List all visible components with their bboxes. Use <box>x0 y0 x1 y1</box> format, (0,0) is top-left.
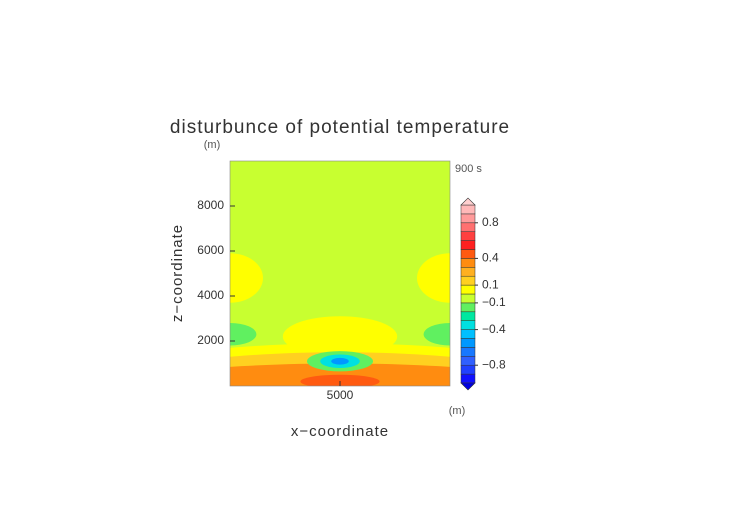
y-tick-label: 6000 <box>197 243 224 257</box>
colorbar-segment <box>460 311 476 321</box>
y-tick-label: 2000 <box>197 333 224 347</box>
colorbar-segment <box>460 204 476 215</box>
y-tick-label: 8000 <box>197 198 224 212</box>
colorbar-tick-label: 0.8 <box>482 215 499 229</box>
colorbar-segment <box>460 222 476 232</box>
colorbar-tick-label: −0.8 <box>482 357 506 371</box>
contour-region <box>417 253 450 303</box>
colorbar-segment <box>460 258 476 268</box>
colorbar-under <box>460 382 476 391</box>
colorbar-segment <box>460 267 476 277</box>
colorbar-segment <box>460 338 476 348</box>
contour-region <box>230 253 263 303</box>
colorbar-segment <box>460 373 476 384</box>
colorbar-segment <box>460 329 476 339</box>
x-tick-label: 5000 <box>327 388 354 402</box>
y-unit: (m) <box>204 139 221 151</box>
colorbar-segment <box>460 231 476 241</box>
colorbar-segment <box>460 249 476 259</box>
contour-region <box>300 374 380 386</box>
contour-region <box>230 323 257 346</box>
colorbar-segment <box>460 275 476 286</box>
colorbar-segment <box>460 293 476 304</box>
colorbar-segment <box>460 302 476 313</box>
colorbar-over <box>460 197 476 206</box>
x-axis-label: x−coordinate <box>291 423 389 440</box>
y-axis-label: z−coordinate <box>169 224 186 322</box>
colorbar-segment <box>460 356 476 366</box>
colorbar-tick-label: 0.1 <box>482 277 499 291</box>
colorbar-tick-label: −0.4 <box>482 322 506 336</box>
colorbar-tick-label: 0.4 <box>482 251 499 265</box>
colorbar-segment <box>460 213 476 224</box>
colorbar-tick-label: −0.1 <box>482 295 506 309</box>
y-tick-label: 4000 <box>197 288 224 302</box>
colorbar-segment <box>460 320 476 330</box>
colorbar-segment <box>460 240 476 250</box>
colorbar-segment <box>460 284 476 295</box>
x-unit: (m) <box>449 405 466 417</box>
time-label: 900 s <box>455 163 482 175</box>
contour-region <box>423 323 450 346</box>
contour-region <box>331 357 349 365</box>
colorbar-segment <box>460 364 476 375</box>
colorbar-segment <box>460 347 476 357</box>
chart-title: disturbunce of potential temperature <box>170 117 510 138</box>
contour-field <box>230 161 450 386</box>
